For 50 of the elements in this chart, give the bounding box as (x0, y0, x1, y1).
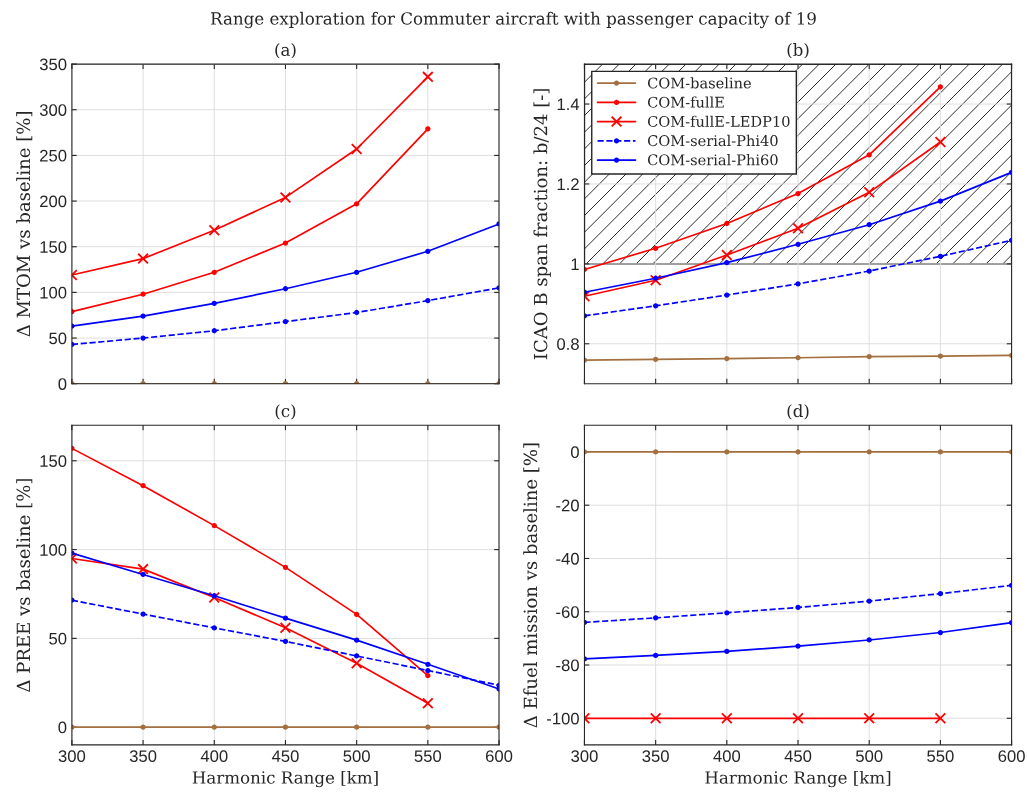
x-tick-label: 400 (713, 750, 741, 763)
y-tick-label: 50 (49, 332, 67, 345)
y-tick-label: 300 (39, 104, 67, 116)
y-tick-label: 50 (49, 632, 67, 645)
chart-title: (c) (275, 404, 296, 420)
y-tick-label: 350 (39, 58, 67, 71)
x-tick-label: 350 (642, 750, 669, 763)
y-tick-label: 150 (40, 241, 67, 253)
chart-title: (d) (787, 404, 809, 420)
y-axis-title: ICAO B span fraction: b/24 [-] (533, 89, 551, 360)
chart-title: (b) (787, 43, 809, 59)
x-tick-label: 500 (855, 750, 883, 763)
y-tick-label: -60 (556, 606, 579, 618)
x-tick-label: 600 (998, 750, 1025, 763)
legend-label: COM-fullE (647, 96, 724, 108)
y-axis-title: Δ Efuel mission vs baseline [%] (523, 443, 540, 728)
legend-label: COM-fullE-LEDP10 (647, 115, 790, 127)
x-tick-label: 450 (271, 750, 299, 763)
y-tick-label: -40 (556, 552, 579, 565)
y-tick-label: 1.2 (557, 178, 579, 190)
y-tick-label: 0 (58, 721, 67, 734)
chart-title: (a) (275, 43, 296, 59)
x-axis-title: Harmonic Range [km] (705, 770, 891, 788)
x-tick-label: 450 (784, 750, 812, 763)
y-tick-label: 1.4 (557, 98, 580, 111)
y-axis-title: Δ PREE vs baseline [%] (16, 479, 33, 692)
y-tick-label: 250 (40, 149, 67, 162)
x-tick-label: 550 (414, 750, 442, 763)
y-tick-label: 150 (40, 455, 67, 467)
y-tick-label: 1 (571, 258, 579, 270)
x-tick-label: 550 (927, 750, 954, 763)
y-tick-label: 200 (40, 195, 67, 208)
y-tick-label: 100 (40, 543, 67, 556)
y-tick-label: 100 (40, 286, 67, 299)
y-tick-label: 0 (570, 446, 579, 459)
y-tick-label: -100 (546, 712, 579, 725)
y-tick-label: -20 (556, 499, 579, 512)
y-tick-label: -80 (556, 659, 579, 672)
x-tick-label: 500 (343, 750, 370, 763)
x-axis-title: Harmonic Range [km] (192, 770, 378, 788)
y-axis-title: Δ MTOM vs baseline [%] (16, 112, 33, 337)
x-tick-label: 350 (129, 750, 157, 763)
text: Range exploration for Commuter aircraft with passenger capacity of 19 (210, 11, 816, 29)
legend-label: COM-baseline (647, 77, 751, 89)
y-tick-label: 0 (58, 378, 67, 390)
legend-label: COM-serial-Phi40 (647, 134, 778, 147)
x-tick-label: 600 (485, 750, 513, 763)
y-tick-label: 0.8 (557, 338, 579, 350)
legend-label: COM-serial-Phi60 (647, 154, 778, 166)
x-tick-label: 400 (200, 750, 228, 763)
